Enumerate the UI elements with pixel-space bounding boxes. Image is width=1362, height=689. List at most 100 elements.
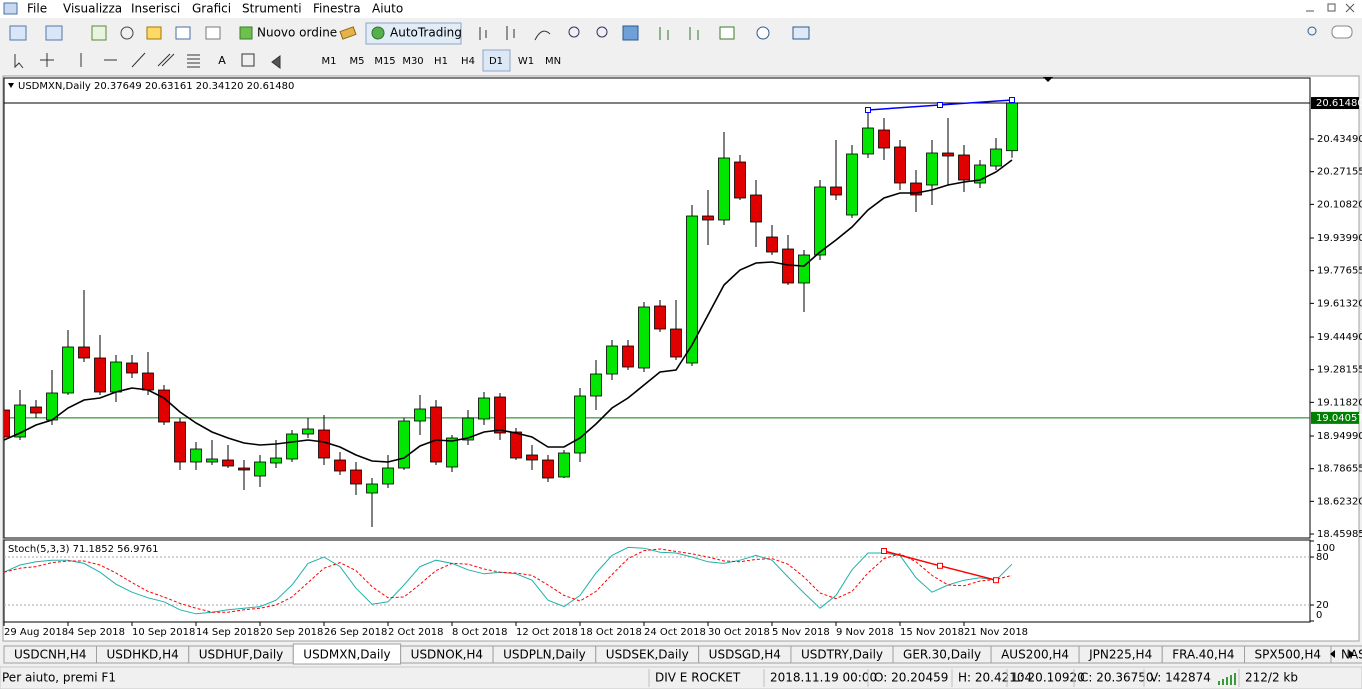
- status-item: H: 20.42104: [958, 671, 1032, 685]
- candle-body: [702, 215, 714, 221]
- x-tick-label: 8 Oct 2018: [452, 627, 507, 638]
- status-item: 2018.11.19 00:00: [770, 671, 877, 685]
- price-level-label: 19.04057: [1316, 413, 1362, 424]
- tab-label[interactable]: USDPLN,Daily: [503, 648, 586, 662]
- timeframe-active: [482, 49, 511, 72]
- x-tick-label: 15 Nov 2018: [900, 627, 964, 638]
- candle-body: [942, 152, 954, 157]
- timeframe-button[interactable]: H1: [434, 56, 448, 67]
- candle-body: [174, 421, 186, 463]
- y-tick-label: 19.44490: [1317, 332, 1362, 343]
- y-tick-label: 100: [1316, 543, 1335, 554]
- candle-body: [590, 373, 602, 397]
- trendline-handle[interactable]: [881, 548, 887, 554]
- tab-scroll: [1330, 650, 1354, 658]
- candle-body: [734, 161, 746, 199]
- trendline-handle[interactable]: [993, 577, 999, 584]
- candle-body: [270, 457, 282, 464]
- menu-item[interactable]: Inserisci: [131, 2, 180, 16]
- trendline-handle[interactable]: [1009, 97, 1015, 103]
- window-controls: [1306, 3, 1355, 13]
- candle-body: [606, 345, 618, 375]
- candle-body: [990, 148, 1002, 167]
- svg-text:A: A: [218, 54, 226, 67]
- tab-label[interactable]: GER.30,Daily: [903, 648, 981, 662]
- menu-item[interactable]: File: [27, 2, 47, 16]
- y-tick-label: 18.45985: [1317, 529, 1362, 540]
- autotrading-button[interactable]: AutoTrading: [390, 26, 462, 40]
- x-tick-label: 10 Sep 2018: [132, 627, 195, 638]
- candle-body: [222, 459, 234, 467]
- tab-label[interactable]: USDTRY,Daily: [801, 648, 883, 662]
- candle-body: [446, 437, 458, 468]
- timeframe-button[interactable]: M5: [350, 56, 365, 67]
- tab-label[interactable]: USDHKD,H4: [107, 648, 179, 662]
- toolbar-icons: [9, 22, 1353, 45]
- candle-body: [494, 396, 506, 434]
- drawing-tools: A: [14, 52, 281, 69]
- timeframe-button[interactable]: H4: [461, 56, 475, 67]
- menu-item[interactable]: Finestra: [313, 2, 361, 16]
- y-tick-label: 19.28155: [1317, 365, 1362, 376]
- tab-label[interactable]: AUS200,H4: [1001, 648, 1069, 662]
- timeframe-button[interactable]: M30: [402, 56, 423, 67]
- trendline-handle[interactable]: [865, 107, 871, 113]
- tab-label[interactable]: FRA.40,H4: [1172, 648, 1234, 662]
- tab-label[interactable]: USDHUF,Daily: [199, 648, 284, 662]
- header-arrow: [8, 83, 14, 88]
- candle-body: [814, 186, 826, 256]
- menu-item[interactable]: Strumenti: [242, 2, 302, 16]
- menu-item[interactable]: Grafici: [192, 2, 231, 16]
- menu-item[interactable]: Aiuto: [372, 2, 403, 16]
- tab-label[interactable]: USDNOK,H4: [411, 648, 483, 662]
- y-tick-label: 18.78655: [1317, 464, 1362, 475]
- y-tick-label: 19.61320: [1317, 298, 1362, 309]
- timeframe-button[interactable]: M15: [374, 56, 395, 67]
- price-level-label: 20.61480: [1316, 98, 1362, 109]
- candle-body: [142, 372, 154, 391]
- candle-body: [670, 328, 682, 358]
- candle-body: [94, 357, 106, 393]
- tab-label[interactable]: USDCNH,H4: [14, 648, 87, 662]
- y-tick-label: 20.43490: [1317, 134, 1362, 145]
- menu-bar: [0, 0, 1362, 18]
- x-tick-label: 2 Oct 2018: [388, 627, 443, 638]
- candle-body: [558, 452, 570, 478]
- x-tick-label: 5 Nov 2018: [772, 627, 830, 638]
- candle-body: [350, 469, 362, 485]
- tab-label[interactable]: JPN225,H4: [1088, 648, 1152, 662]
- stoch-line: [4, 546, 1013, 615]
- plot: USDMXN,Daily 20.37649 20.63161 20.34120 …: [3, 81, 1362, 638]
- timeframe-button[interactable]: MN: [545, 56, 561, 67]
- candle-body: [430, 406, 442, 463]
- candle-body: [4, 409, 10, 438]
- candle-body: [14, 404, 26, 438]
- toolbar-tools: [0, 47, 1362, 73]
- candle-body: [526, 454, 538, 461]
- price-panel: [3, 77, 1311, 539]
- trendline-handle[interactable]: [937, 562, 943, 569]
- timeframe-button[interactable]: W1: [518, 56, 534, 67]
- tab-label[interactable]: USDSEK,Daily: [606, 648, 689, 662]
- stoch-line: [4, 548, 1013, 613]
- price-level-box: [1311, 97, 1359, 110]
- candle-body: [206, 458, 218, 463]
- timeframe-button[interactable]: M1: [322, 56, 337, 67]
- timeframe-button[interactable]: D1: [489, 56, 503, 67]
- status-item: V: 142874: [1150, 671, 1211, 685]
- y-tick-label: 20: [1316, 600, 1329, 611]
- shift-marker: [1043, 77, 1053, 82]
- indicator-header: Stoch(5,3,3) 71.1852 56.9761: [8, 544, 159, 555]
- y-tick-label: 80: [1316, 552, 1329, 563]
- tab-label[interactable]: USDSGD,H4: [709, 648, 781, 662]
- tabs: USDCNH,H4 USDHKD,H4 USDHUF,Daily USDMXN,Dai…: [3, 643, 1362, 665]
- tab-label[interactable]: SPX500,H4: [1255, 648, 1321, 662]
- candle-body: [830, 186, 842, 196]
- menu-item[interactable]: Visualizza: [63, 2, 122, 16]
- status-item: DIV E ROCKET: [655, 671, 741, 685]
- new-order-button[interactable]: Nuovo ordine: [257, 26, 337, 40]
- tab-label[interactable]: USDMXN,Daily: [303, 648, 390, 662]
- x-tick-label: 26 Sep 2018: [324, 627, 387, 638]
- candle-body: [30, 406, 42, 414]
